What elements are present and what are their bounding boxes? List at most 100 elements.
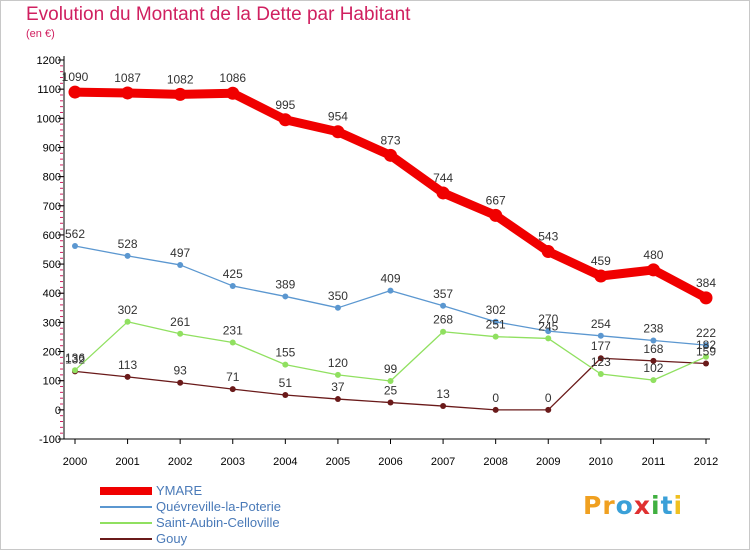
data-label: 238 — [643, 321, 663, 335]
data-label: 409 — [380, 272, 400, 286]
data-label: 37 — [331, 380, 345, 394]
data-point — [650, 377, 657, 384]
legend-swatch — [100, 506, 152, 508]
data-label: 99 — [384, 362, 398, 376]
data-label: 231 — [223, 324, 243, 338]
data-point — [650, 337, 657, 344]
data-point — [282, 293, 289, 300]
data-label: 954 — [328, 110, 348, 124]
x-tick-label: 2000 — [63, 456, 87, 468]
data-point — [124, 373, 131, 380]
data-point — [650, 357, 657, 364]
proxiti-logo: Proxiti — [583, 491, 684, 520]
y-tick-label: 900 — [43, 142, 61, 154]
data-label: 261 — [170, 315, 190, 329]
series-line-1 — [74, 245, 707, 346]
data-point — [177, 261, 184, 268]
data-label: 667 — [486, 193, 506, 207]
data-label: 528 — [118, 237, 138, 251]
data-label: 13 — [436, 387, 450, 401]
data-label: 113 — [118, 358, 137, 372]
data-point — [384, 148, 397, 162]
data-label: 136 — [65, 351, 85, 365]
legend-label: Saint-Aubin-Celloville — [156, 515, 280, 530]
data-point — [226, 86, 240, 100]
data-point — [334, 304, 341, 311]
y-tick-label: 500 — [43, 259, 61, 271]
x-tick-label: 2005 — [326, 456, 350, 468]
data-label: 562 — [65, 227, 85, 241]
x-tick-label: 2010 — [589, 456, 613, 468]
data-point — [492, 406, 499, 413]
x-tick-label: 2006 — [378, 456, 402, 468]
data-label: 270 — [538, 312, 558, 326]
legend-label: YMARE — [156, 483, 203, 498]
data-point — [72, 367, 78, 374]
x-tick-label: 2008 — [483, 456, 507, 468]
legend-label: Quévreville-la-Poterie — [156, 499, 281, 514]
data-label: 384 — [696, 276, 716, 290]
data-point — [440, 328, 447, 335]
data-label: 1087 — [114, 71, 141, 85]
data-point — [489, 208, 503, 222]
legend-swatch — [100, 487, 152, 495]
data-point — [545, 335, 552, 342]
data-label: 51 — [279, 376, 293, 390]
data-label: 497 — [170, 246, 190, 260]
data-label: 71 — [226, 370, 240, 384]
data-point — [387, 287, 394, 294]
data-point — [124, 318, 131, 325]
data-point — [72, 243, 78, 250]
data-label: 459 — [591, 254, 611, 268]
y-tick-label: 0 — [55, 405, 61, 417]
x-tick-label: 2012 — [694, 456, 718, 468]
data-label: 873 — [380, 133, 400, 147]
data-label: 543 — [538, 230, 558, 244]
data-label: 222 — [696, 326, 716, 340]
data-point — [646, 263, 660, 277]
data-point — [703, 353, 709, 360]
data-point — [699, 291, 713, 305]
data-label: 357 — [433, 287, 453, 301]
data-point — [703, 342, 709, 349]
data-point — [597, 370, 604, 377]
data-point — [594, 269, 608, 283]
data-label: 245 — [538, 319, 558, 333]
data-point — [334, 396, 341, 403]
x-tick-label: 2003 — [221, 456, 245, 468]
y-tick-label: 1100 — [37, 84, 61, 96]
x-tick-label: 2011 — [642, 456, 666, 468]
x-tick-label: 2007 — [431, 456, 455, 468]
data-label: 480 — [643, 248, 663, 262]
y-tick-label: 100 — [43, 376, 61, 388]
data-point — [278, 113, 292, 127]
data-point — [440, 403, 447, 410]
data-point — [545, 328, 552, 335]
x-tick-label: 2001 — [115, 456, 139, 468]
data-point — [436, 186, 450, 200]
data-label: 159 — [696, 344, 716, 358]
data-label: 123 — [591, 355, 611, 369]
chart-subtitle: (en €) — [26, 28, 55, 40]
x-tick-label: 2009 — [536, 456, 560, 468]
data-point — [387, 377, 394, 384]
data-label: 268 — [433, 313, 453, 327]
data-point — [331, 125, 345, 139]
data-point — [229, 386, 236, 393]
data-label: 155 — [275, 346, 295, 360]
data-label: 744 — [433, 171, 453, 185]
data-point — [124, 252, 131, 259]
data-point — [229, 339, 236, 346]
data-label: 93 — [173, 364, 187, 378]
data-point — [492, 333, 499, 340]
data-label: 132 — [65, 352, 85, 366]
data-label: 425 — [223, 267, 243, 281]
data-label: 168 — [643, 342, 663, 356]
data-point — [282, 361, 289, 368]
data-point — [334, 371, 341, 378]
y-tick-label: 400 — [43, 288, 61, 300]
x-tick-label: 2002 — [168, 456, 192, 468]
data-label: 350 — [328, 289, 348, 303]
chart-title: Evolution du Montant de la Dette par Hab… — [26, 4, 411, 25]
